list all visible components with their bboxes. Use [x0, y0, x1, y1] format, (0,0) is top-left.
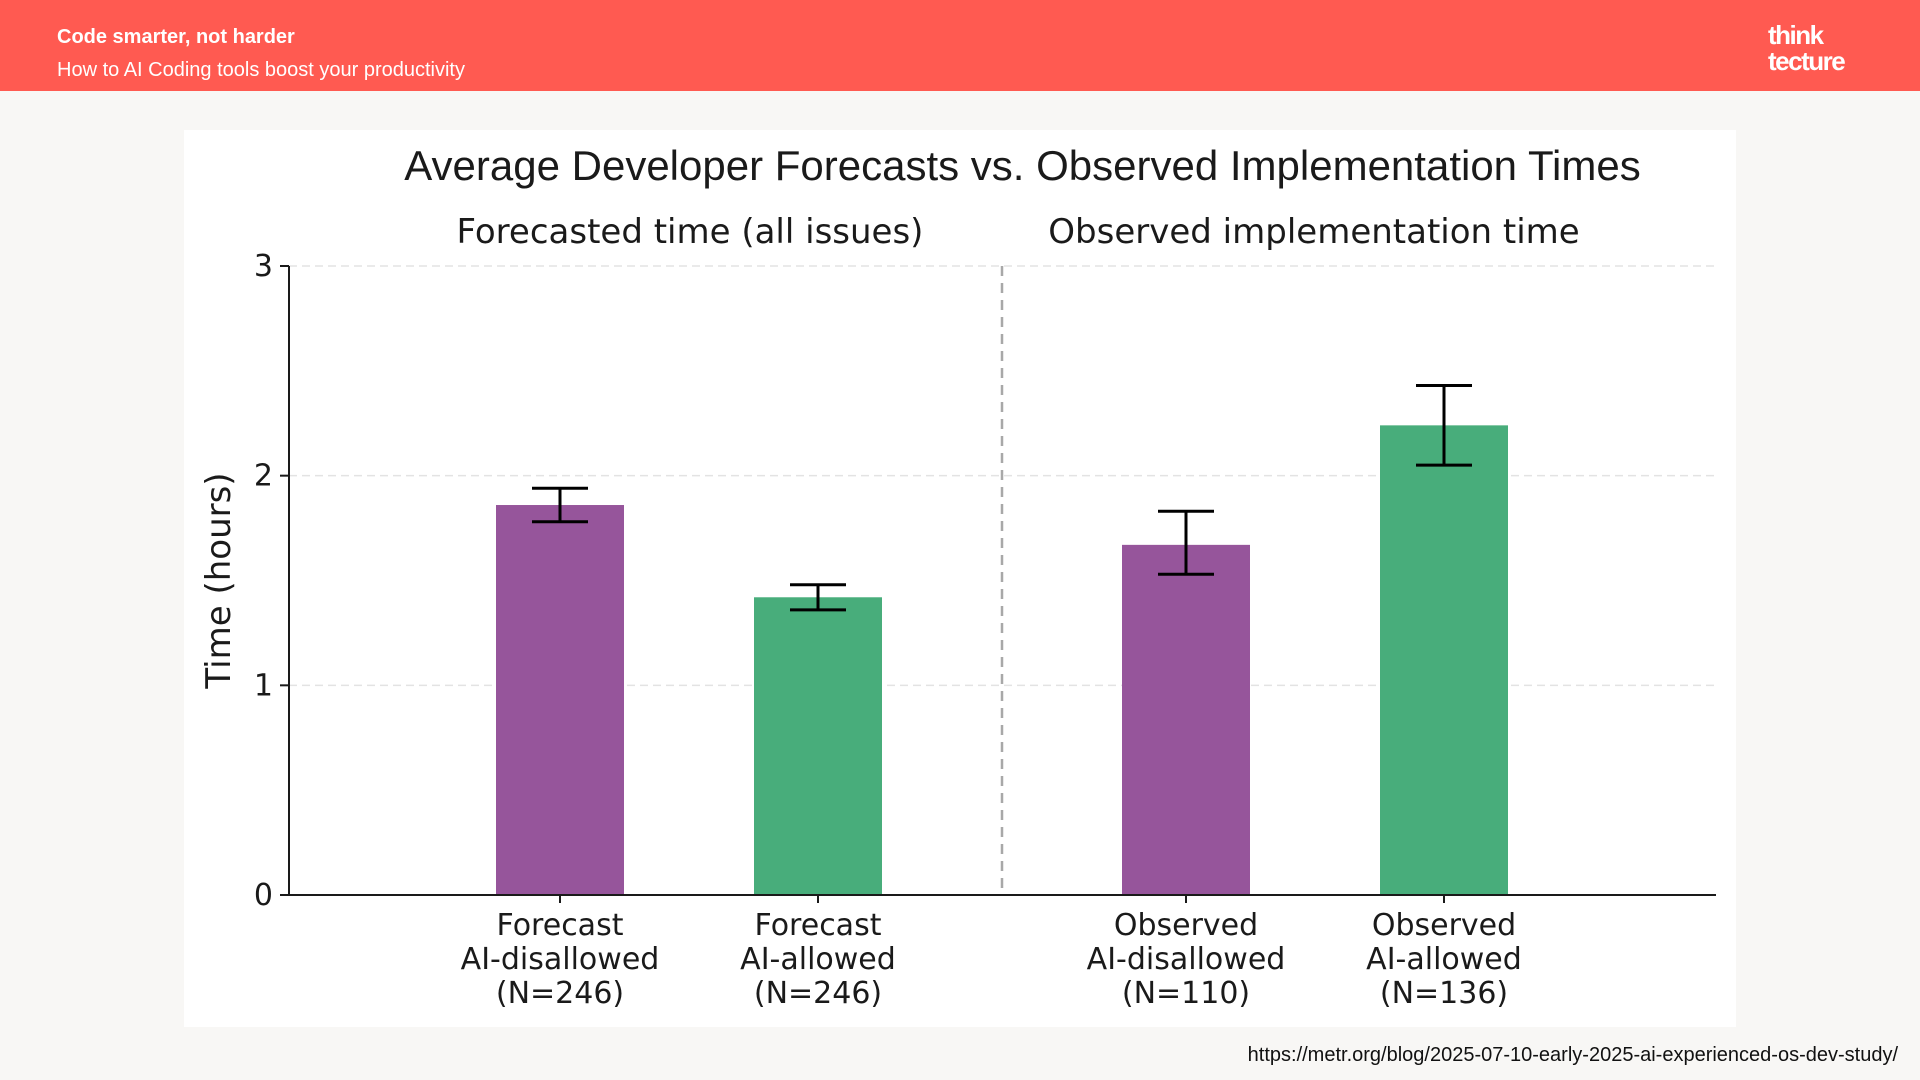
y-axis-label: Time (hours)	[199, 472, 239, 689]
slide-subtitle: How to AI Coding tools boost your produc…	[57, 59, 465, 81]
y-tick-label: 0	[254, 878, 273, 913]
slide-header: Code smarter, not harder How to AI Codin…	[0, 0, 1920, 91]
thinktecture-logo: think tecture	[1768, 20, 1846, 76]
x-tick-label: AI-allowed	[1366, 942, 1522, 977]
x-tick-label: (N=110)	[1122, 976, 1250, 1011]
chart-title: Average Developer Forecasts vs. Observed…	[404, 142, 1641, 189]
bar-ai-allowed	[1380, 425, 1508, 895]
y-tick-label: 2	[254, 459, 273, 494]
chart-card: Average Developer Forecasts vs. Observed…	[184, 130, 1736, 1027]
x-tick-label: AI-allowed	[740, 942, 896, 977]
bar-ai-allowed	[754, 597, 882, 895]
slide-title: Code smarter, not harder	[57, 26, 295, 48]
panel-label: Observed implementation time	[1048, 212, 1579, 252]
x-tick-label: Forecast	[497, 908, 624, 943]
y-tick-label: 3	[254, 249, 273, 284]
x-tick-label: Observed	[1372, 908, 1516, 943]
bar-chart: Forecasted time (all issues) Observed imp…	[199, 212, 1716, 1011]
panel-label: Forecasted time (all issues)	[457, 212, 924, 252]
x-tick-label: Forecast	[755, 908, 882, 943]
x-tick-label: (N=136)	[1380, 976, 1508, 1011]
logo-line-1: think	[1768, 20, 1824, 50]
logo-line-2: tecture	[1768, 46, 1846, 76]
x-tick-label: Observed	[1114, 908, 1258, 943]
source-link[interactable]: https://metr.org/blog/2025-07-10-early-2…	[1247, 1044, 1898, 1066]
x-tick-label: AI-disallowed	[461, 942, 660, 977]
x-tick-label: (N=246)	[496, 976, 624, 1011]
bar-ai-disallowed	[496, 505, 624, 895]
x-tick-label: AI-disallowed	[1087, 942, 1286, 977]
bar-ai-disallowed	[1122, 544, 1250, 895]
y-tick-label: 1	[254, 668, 273, 703]
x-tick-label: (N=246)	[754, 976, 882, 1011]
